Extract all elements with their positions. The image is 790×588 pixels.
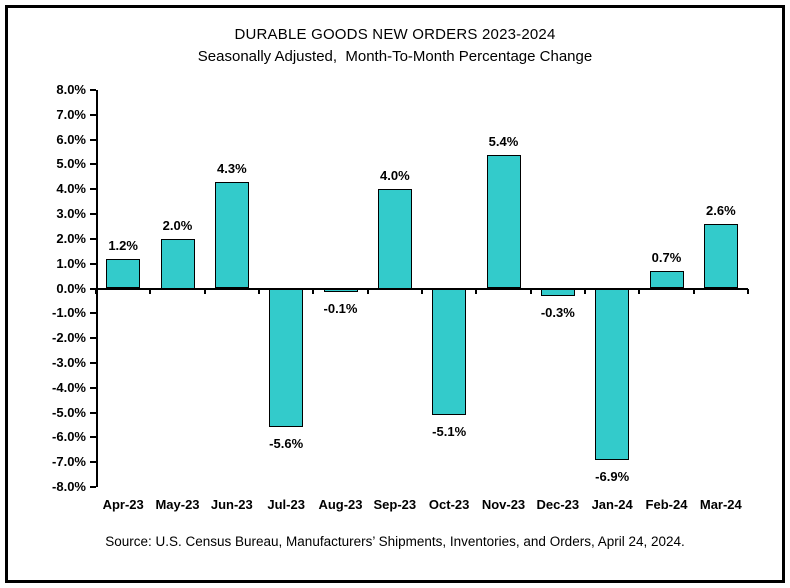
y-tick-label: 0.0% [56, 280, 86, 296]
y-tick-label: -3.0% [52, 354, 86, 370]
y-axis-tick [90, 386, 96, 389]
y-tick-label: -4.0% [52, 379, 86, 395]
bar [323, 288, 358, 292]
y-axis-tick [90, 461, 96, 464]
bar-label: 4.0% [380, 168, 410, 184]
x-axis-tick [95, 288, 97, 294]
x-tick-label: Sep-23 [373, 497, 417, 512]
x-axis-tick [203, 288, 206, 294]
y-axis-tick [90, 213, 96, 216]
x-axis-tick [638, 288, 641, 294]
x-tick-label: Oct-23 [428, 497, 470, 512]
bar-label: 5.4% [488, 133, 519, 149]
y-axis-tick [90, 237, 96, 240]
y-axis-tick [90, 113, 96, 116]
bar-label: 0.7% [651, 250, 682, 266]
x-axis-tick [692, 288, 695, 294]
x-axis-tick [366, 288, 369, 294]
bar-label: 4.3% [217, 160, 247, 176]
x-tick-label: Nov-23 [481, 497, 526, 512]
bar [486, 154, 521, 289]
y-axis-tick [90, 486, 96, 488]
x-axis-tick [312, 288, 315, 294]
bar-label: 2.6% [706, 202, 736, 218]
y-axis-tick [90, 163, 96, 166]
x-tick-label: Aug-23 [318, 497, 363, 512]
y-tick-label: -2.0% [52, 330, 86, 346]
bar [377, 189, 412, 289]
y-axis-tick [90, 138, 96, 141]
y-tick-label: -6.0% [52, 429, 86, 445]
bar [540, 288, 575, 296]
x-axis-tick [258, 288, 260, 294]
y-tick-label: 6.0% [56, 131, 86, 147]
y-tick-label: 8.0% [56, 82, 86, 97]
y-axis-tick [90, 337, 96, 340]
x-tick-label: Mar-24 [699, 497, 742, 512]
bar-label: -5.6% [269, 436, 304, 452]
y-tick-label: -1.0% [52, 305, 86, 321]
y-axis-tick [90, 361, 96, 364]
y-axis-tick [90, 287, 96, 290]
bar-label: -6.9% [595, 468, 630, 484]
y-axis-tick [90, 411, 96, 414]
bar [595, 288, 630, 460]
bar-label: 1.2% [108, 237, 138, 253]
bar [269, 288, 304, 428]
x-tick-label: May-23 [155, 497, 200, 512]
source-note: Source: U.S. Census Bureau, Manufacturer… [105, 534, 685, 549]
y-tick-label: 4.0% [56, 181, 86, 197]
y-tick-label: 1.0% [56, 255, 86, 271]
chart-subtitle: Seasonally Adjusted, Month-To-Month Perc… [197, 48, 593, 65]
x-axis-tick [747, 288, 749, 294]
y-tick-label: -8.0% [52, 479, 86, 494]
bar [106, 258, 141, 289]
y-tick-label: 7.0% [56, 106, 86, 122]
x-axis-tick [475, 288, 478, 294]
y-tick-label: 2.0% [56, 230, 86, 246]
chart-title: DURABLE GOODS NEW ORDERS 2023-2024 [234, 26, 556, 43]
bar-label: -5.1% [432, 424, 467, 440]
bar [649, 271, 684, 289]
bar [703, 223, 738, 289]
x-axis-tick [421, 288, 423, 294]
y-tick-label: -5.0% [52, 404, 86, 420]
bar-label: -0.1% [323, 300, 358, 316]
bar [214, 181, 249, 289]
x-axis-tick [149, 288, 152, 294]
x-tick-label: Feb-24 [645, 497, 688, 512]
bar-label: -0.3% [540, 304, 575, 320]
y-axis-tick [90, 436, 96, 439]
bar [432, 288, 467, 416]
x-tick-label: Apr-23 [102, 497, 144, 512]
x-tick-label: Dec-23 [536, 497, 580, 512]
y-axis-tick [90, 312, 96, 315]
x-tick-label: Jun-23 [210, 497, 253, 512]
bar [160, 238, 195, 289]
chart-frame [5, 5, 785, 583]
y-tick-label: 5.0% [56, 156, 86, 172]
y-axis-tick [90, 188, 96, 191]
y-axis-tick [90, 89, 96, 91]
x-tick-label: Jan-24 [591, 497, 633, 512]
x-axis-tick [529, 288, 532, 294]
bar-label: 2.0% [162, 217, 193, 233]
x-axis-tick [584, 288, 586, 294]
y-axis-tick [90, 262, 96, 265]
x-tick-label: Jul-23 [267, 497, 305, 512]
y-tick-label: 3.0% [56, 206, 86, 222]
y-tick-label: -7.0% [52, 454, 86, 470]
